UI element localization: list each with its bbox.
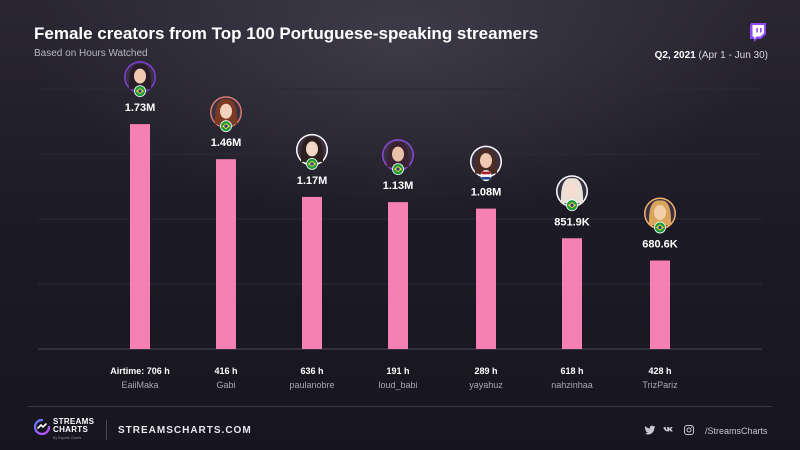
twitch-icon xyxy=(750,23,766,42)
website-link[interactable]: STREAMSCHARTS.COM xyxy=(118,425,252,436)
flag-globe xyxy=(310,162,314,166)
avatar-face xyxy=(654,205,666,221)
flag-stripe xyxy=(481,176,491,180)
x-tick-label: paulanobre xyxy=(289,380,334,390)
value-label: 1.73M xyxy=(125,102,156,114)
flag-globe xyxy=(138,89,142,93)
bar xyxy=(562,238,582,349)
x-tick-label: yayahuz xyxy=(469,380,503,390)
avatar-face xyxy=(480,153,492,169)
period-quarter: Q2, 2021 xyxy=(654,50,696,61)
chart-subtitle: Based on Hours Watched xyxy=(34,48,148,59)
footer-divider xyxy=(28,406,772,407)
value-label: 680.6K xyxy=(642,239,678,251)
x-tick-label: Gabi xyxy=(216,380,235,390)
avatar-face xyxy=(566,182,578,198)
twitter-icon[interactable] xyxy=(644,424,656,436)
chart-title: Female creators from Top 100 Portuguese-… xyxy=(34,24,539,43)
airtime-label: 636 h xyxy=(300,366,323,376)
flag-globe xyxy=(658,225,662,230)
flag-stripe xyxy=(481,171,491,175)
x-tick-label: nahzinhaa xyxy=(551,380,593,390)
value-label: 1.17M xyxy=(297,175,328,187)
bar xyxy=(476,208,496,349)
airtime-label: 428 h xyxy=(648,366,671,376)
avatar-face xyxy=(392,146,404,162)
airtime-label: 618 h xyxy=(560,366,583,376)
bar xyxy=(388,202,408,349)
bar-chart: 1.73M Airtime: 706 h EaiiMaka 1.46M 416 h Gab… xyxy=(38,61,762,390)
instagram-icon[interactable] xyxy=(683,424,695,436)
airtime-label: 416 h xyxy=(214,366,237,376)
bar xyxy=(650,260,670,349)
avatar-face xyxy=(134,68,146,84)
value-label: 1.08M xyxy=(471,187,502,199)
avatar-face xyxy=(220,103,232,119)
airtime-label: Airtime: 706 h xyxy=(110,366,170,376)
flag-globe xyxy=(396,167,400,171)
bar xyxy=(302,196,322,349)
brand-line2: CHARTS xyxy=(53,425,89,434)
x-tick-label: loud_babi xyxy=(378,380,417,390)
x-tick-label: TrizPariz xyxy=(642,380,678,390)
period-range: (Apr 1 - Jun 30) xyxy=(698,50,768,61)
x-tick-label: EaiiMaka xyxy=(121,380,158,390)
streamscharts-logo: STREAMS CHARTS By Esports Charts xyxy=(34,416,104,442)
streamscharts-logo-icon xyxy=(34,419,50,435)
brand-name: STREAMS CHARTS xyxy=(53,418,94,434)
airtime-label: 289 h xyxy=(474,366,497,376)
flag-globe xyxy=(570,203,574,207)
value-label: 1.46M xyxy=(211,137,242,149)
brand-by: By Esports Charts xyxy=(53,436,82,440)
bar xyxy=(216,159,236,349)
social-handle[interactable]: /StreamsCharts xyxy=(705,426,768,436)
avatar-face xyxy=(306,141,318,157)
period-label: Q2, 2021 (Apr 1 - Jun 30) xyxy=(655,50,768,61)
value-label: 1.13M xyxy=(383,180,414,192)
brand-line1: STREAMS xyxy=(53,417,95,426)
bar xyxy=(130,124,150,349)
vk-icon[interactable] xyxy=(663,424,675,436)
value-label: 851.9K xyxy=(554,216,590,228)
airtime-label: 191 h xyxy=(386,366,409,376)
brand-divider xyxy=(106,420,107,440)
flag-globe xyxy=(224,124,228,128)
